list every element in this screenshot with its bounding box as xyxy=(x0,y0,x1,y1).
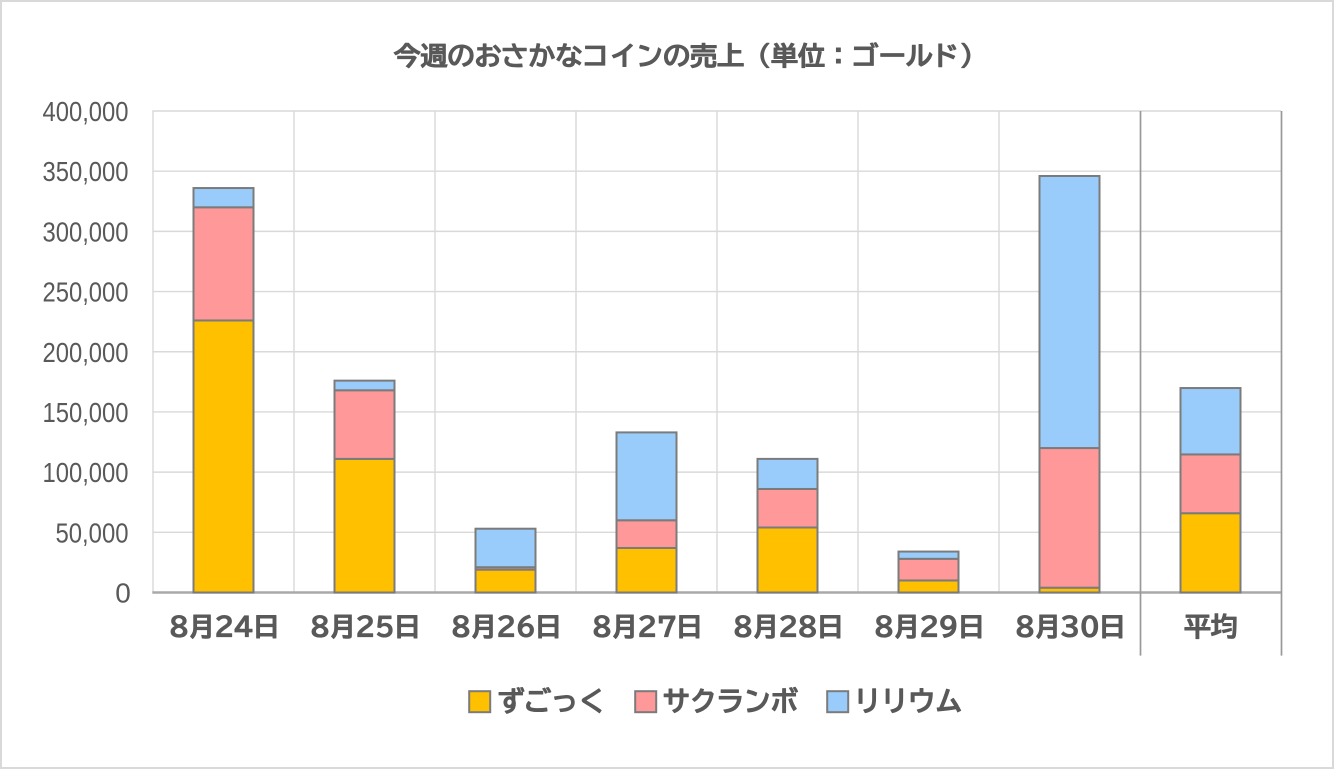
bar-segment-1 xyxy=(333,389,396,460)
legend xyxy=(468,686,962,714)
chart-title xyxy=(393,42,971,69)
bar-7 xyxy=(1179,387,1242,594)
bar-segment-2 xyxy=(615,431,678,522)
bar-4 xyxy=(756,457,819,594)
bar-segment-2 xyxy=(1179,387,1242,456)
y-tick-label: 0 xyxy=(115,578,131,609)
bar-segment-2 xyxy=(1038,175,1101,450)
bar-segment-1 xyxy=(1179,453,1242,515)
bar-segment-0 xyxy=(1179,512,1242,594)
bar-segment-1 xyxy=(615,519,678,549)
legend-label-series-3 xyxy=(858,687,962,714)
bar-3 xyxy=(615,431,678,594)
bar-segment-1 xyxy=(192,206,255,322)
bar-segment-0 xyxy=(474,568,537,594)
bar-segment-2 xyxy=(333,379,396,392)
bar-segment-0 xyxy=(756,526,819,594)
bar-6 xyxy=(1038,175,1101,594)
legend-label-series-1 xyxy=(498,686,602,714)
y-tick-label: 300,000 xyxy=(43,216,129,247)
bar-segment-1 xyxy=(1038,447,1101,589)
bar-segment-0 xyxy=(897,579,960,594)
x-axis-labels xyxy=(170,613,1237,640)
x-axis-label-5 xyxy=(875,614,982,640)
bar-segment-0 xyxy=(333,457,396,594)
y-tick-label: 100,000 xyxy=(43,457,129,488)
x-axis-label-4 xyxy=(734,614,841,640)
y-tick-label: 200,000 xyxy=(43,337,129,368)
y-tick-label: 350,000 xyxy=(43,156,129,187)
y-tick-label: 50,000 xyxy=(56,517,129,548)
bar-0 xyxy=(192,187,255,594)
bar-segment-1 xyxy=(897,557,960,582)
x-axis-label-3 xyxy=(593,614,700,640)
bar-series-groups xyxy=(192,175,1242,594)
y-tick-label: 400,000 xyxy=(43,96,129,127)
x-axis-label-7 xyxy=(1184,613,1237,640)
bar-1 xyxy=(333,379,396,594)
legend-item-series-3 xyxy=(826,687,962,714)
y-axis-tick-labels: 400,000 350,000 300,000 250,000 200,000 150,0… xyxy=(43,96,131,609)
bar-segment-1 xyxy=(756,487,819,529)
legend-swatch-series-1 xyxy=(468,690,492,714)
bar-segment-2 xyxy=(474,527,537,569)
x-axis-label-0 xyxy=(170,614,277,640)
x-axis-label-2 xyxy=(452,614,559,640)
legend-item-series-1 xyxy=(468,686,602,714)
bar-segment-2 xyxy=(192,187,255,209)
y-tick-label: 250,000 xyxy=(43,277,129,308)
x-axis-label-6 xyxy=(1016,614,1123,640)
legend-item-series-2 xyxy=(634,686,799,714)
y-tick-label: 150,000 xyxy=(43,397,129,428)
legend-label-series-2 xyxy=(663,686,799,714)
axis-lines xyxy=(1139,111,1283,656)
legend-swatch-series-2 xyxy=(634,690,658,714)
gridlines xyxy=(152,110,1281,594)
bar-segment-2 xyxy=(897,550,960,560)
bar-segment-0 xyxy=(615,546,678,594)
bar-2 xyxy=(474,527,537,594)
x-axis-label-1 xyxy=(311,614,418,640)
bar-5 xyxy=(897,550,960,594)
bar-segment-0 xyxy=(192,319,255,594)
legend-swatch-series-3 xyxy=(826,690,850,714)
bar-segment-2 xyxy=(756,457,819,490)
